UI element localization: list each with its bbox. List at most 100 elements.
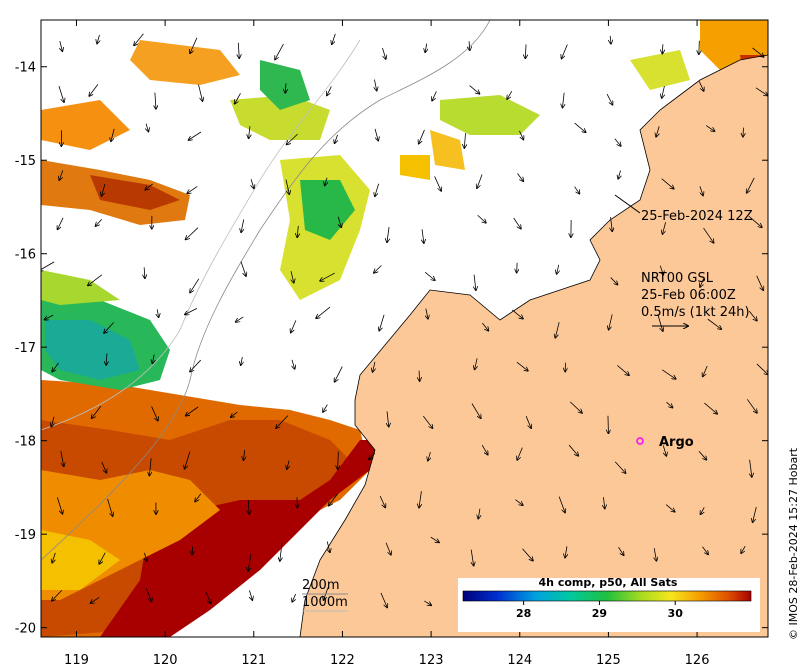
current-arrow-icon xyxy=(704,402,717,414)
current-arrow-icon xyxy=(700,507,705,514)
current-arrow-icon xyxy=(565,546,567,557)
current-arrow-icon xyxy=(189,131,202,140)
current-arrow-icon xyxy=(752,47,764,57)
current-arrow-icon xyxy=(562,92,564,108)
current-arrow-icon xyxy=(747,177,755,193)
current-arrow-icon xyxy=(338,451,339,469)
current-arrow-icon xyxy=(464,133,465,148)
lat-tick-label: -19 xyxy=(15,528,36,543)
current-arrow-icon xyxy=(185,451,191,469)
current-arrow-icon xyxy=(478,508,480,519)
current-arrow-icon xyxy=(558,496,565,513)
current-arrow-icon xyxy=(477,214,486,223)
current-arrow-icon xyxy=(337,216,341,228)
current-arrow-icon xyxy=(609,314,613,329)
current-arrow-icon xyxy=(155,92,156,109)
current-arrow-icon xyxy=(249,126,250,138)
current-arrow-icon xyxy=(756,363,768,375)
current-arrow-icon xyxy=(424,600,431,605)
current-arrow-icon xyxy=(320,272,335,281)
current-arrow-icon xyxy=(327,86,332,95)
current-arrow-icon xyxy=(513,217,521,229)
current-arrow-icon xyxy=(525,44,526,58)
current-arrow-icon xyxy=(665,504,675,512)
current-arrow-icon xyxy=(52,552,56,563)
current-arrow-icon xyxy=(190,278,200,293)
current-arrow-icon xyxy=(432,91,437,100)
current-arrow-icon xyxy=(57,217,64,230)
current-arrow-icon xyxy=(662,222,667,234)
current-arrow-icon xyxy=(292,359,295,369)
lon-tick-label: 126 xyxy=(685,653,710,668)
current-arrow-icon xyxy=(662,44,663,53)
current-arrow-icon xyxy=(92,405,102,418)
current-arrow-icon xyxy=(743,127,744,137)
lat-tick-label: -15 xyxy=(15,154,36,169)
current-arrow-icon xyxy=(231,411,238,417)
current-arrow-icon xyxy=(144,267,145,278)
date-label: 25-Feb-2024 12Z xyxy=(641,209,753,224)
current-arrow-icon xyxy=(192,546,193,554)
current-arrow-icon xyxy=(603,497,604,508)
current-arrow-icon xyxy=(426,308,428,319)
current-vectors xyxy=(41,33,768,612)
current-arrow-icon xyxy=(240,261,246,276)
current-arrow-icon xyxy=(617,365,629,375)
current-arrow-icon xyxy=(380,592,387,608)
current-arrow-icon xyxy=(574,122,586,132)
current-arrow-icon xyxy=(291,271,294,283)
current-arrow-icon xyxy=(469,41,470,50)
current-arrow-icon xyxy=(60,450,64,466)
current-arrow-icon xyxy=(700,186,703,195)
current-arrow-icon xyxy=(756,275,764,290)
current-arrow-icon xyxy=(618,547,624,555)
current-product-label: NRT00 GSL xyxy=(641,271,714,286)
current-arrow-icon xyxy=(95,218,103,226)
current-arrow-icon xyxy=(101,462,107,473)
current-arrow-icon xyxy=(482,322,488,331)
current-arrow-icon xyxy=(424,272,435,280)
lat-tick-label: -20 xyxy=(15,622,36,637)
current-arrow-icon xyxy=(58,85,64,102)
current-arrow-icon xyxy=(662,445,666,455)
sst-field xyxy=(41,20,768,637)
current-arrow-icon xyxy=(243,449,244,460)
current-arrow-icon xyxy=(106,353,107,365)
current-arrow-icon xyxy=(471,403,481,418)
current-arrow-icon xyxy=(707,318,722,329)
current-arrow-icon xyxy=(525,416,531,428)
current-arrow-icon xyxy=(657,314,663,331)
current-arrow-icon xyxy=(190,37,198,54)
current-arrow-icon xyxy=(249,590,252,600)
current-arrow-icon xyxy=(287,460,289,470)
current-arrow-icon xyxy=(660,265,663,275)
current-time-label: 25-Feb 06:00Z xyxy=(641,288,736,303)
current-arrow-icon xyxy=(186,227,199,240)
current-arrow-icon xyxy=(89,84,99,96)
current-arrow-icon xyxy=(474,274,476,291)
current-arrow-icon xyxy=(236,316,244,322)
current-arrow-icon xyxy=(475,358,478,369)
current-arrow-icon xyxy=(280,543,282,561)
current-arrow-icon xyxy=(748,310,757,321)
land-mass xyxy=(299,20,768,637)
current-arrow-icon xyxy=(654,548,656,561)
current-arrow-icon xyxy=(275,43,284,60)
current-arrow-icon xyxy=(557,264,559,274)
current-arrow-icon xyxy=(241,356,243,365)
current-arrow-icon xyxy=(88,274,103,286)
current-arrow-icon xyxy=(195,493,202,502)
lat-axis: -14 -15 -16 -17 -18 -19 -20 xyxy=(15,61,768,637)
current-arrow-icon xyxy=(606,93,612,105)
current-arrow-icon xyxy=(205,592,210,603)
current-arrow-icon xyxy=(187,186,198,193)
current-arrow-icon xyxy=(471,549,473,566)
current-arrow-icon xyxy=(477,174,483,188)
current-arrow-icon xyxy=(134,33,144,46)
current-arrow-icon xyxy=(755,87,768,96)
lon-tick-label: 124 xyxy=(507,653,532,668)
credit-label: © IMOS 28-Feb-2024 15:27 Hobart xyxy=(787,447,800,640)
current-arrow-icon xyxy=(568,444,578,456)
current-arrow-icon xyxy=(379,314,385,331)
depth-200-label: 200m xyxy=(302,578,339,593)
